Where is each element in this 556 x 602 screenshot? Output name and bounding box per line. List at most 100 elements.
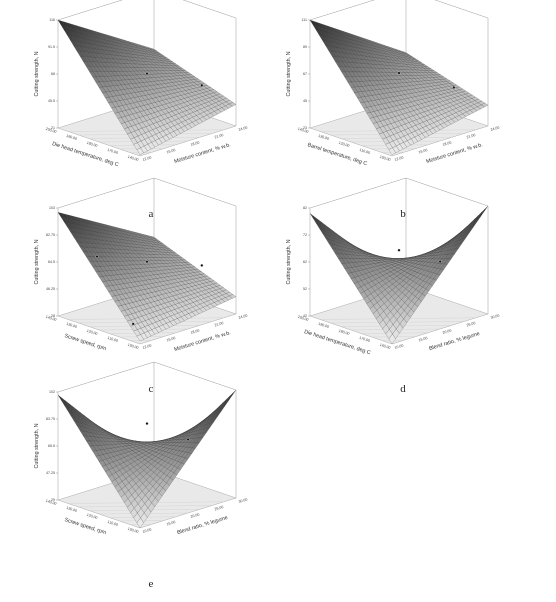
x-tick-label: 10.00 (394, 343, 404, 349)
top-right-edge (182, 0, 237, 19)
y-tick-label: 200.00 (297, 315, 309, 322)
y-tick-label: 180.00 (86, 141, 98, 148)
x-axis-title: Moisture content, % w.b. (174, 142, 232, 165)
design-point (145, 422, 149, 425)
y-tick-label: 140.00 (297, 127, 309, 134)
y-tick-label: 120.00 (338, 141, 350, 148)
z-tick-label: 91.5 (48, 45, 55, 49)
response-surface (57, 389, 237, 529)
design-point (145, 72, 149, 76)
y-tick-label: 130.00 (318, 134, 330, 141)
surface-plot-a: 21 45.5 68 91.5 116 12.00 15.00 18.00 21.00 24.00… (34, 0, 248, 168)
y-tick-label: 100.00 (127, 527, 139, 534)
z-tick-label: 28 (51, 314, 55, 318)
y-tick-label: 120.00 (86, 329, 98, 336)
y-axis-title: Screw speed, rpm (64, 517, 108, 536)
x-tick-label: 12.00 (142, 155, 152, 161)
surface-cell (136, 147, 144, 155)
z-tick-label: 82.75 (46, 233, 55, 237)
design-point (186, 438, 190, 441)
surface-cell (136, 517, 144, 529)
z-axis-title: Cutting strength, N (286, 239, 292, 284)
y-tick-label: 110.00 (107, 336, 118, 343)
z-tick-label: 52 (303, 287, 307, 291)
x-tick-label: 25.00 (466, 321, 476, 327)
x-tick-label: 10.00 (142, 527, 152, 533)
z-tick-label: 45 (303, 99, 307, 103)
response-surface (309, 205, 489, 345)
surface-plot-d: 42 52 62 72 82 10.00 15.00 20.00 25.00 30.00 160.0… (286, 177, 500, 356)
z-tick-label: 82 (303, 206, 307, 210)
y-tick-label: 200.00 (45, 127, 57, 134)
top-back-edge (309, 0, 375, 21)
x-tick-label: 18.00 (190, 140, 200, 146)
x-tick-label: 21.00 (214, 133, 224, 139)
design-point (95, 255, 99, 258)
x-tick-label: 12.00 (394, 155, 404, 161)
design-point (200, 263, 204, 267)
y-tick-label: 170.00 (107, 148, 119, 155)
z-tick-label: 29 (51, 498, 55, 502)
y-axis-title: Barrel temperature, deg C (307, 142, 368, 167)
x-tick-label: 21.00 (214, 321, 224, 327)
panel-label-c: c (148, 383, 154, 395)
z-tick-label: 102 (49, 390, 55, 394)
surface-plot-b: 23 45 67 89 111 12.00 15.00 18.00 21.00 24.00 100.… (286, 0, 500, 167)
z-tick-label: 64.5 (48, 260, 55, 264)
x-tick-label: 24.00 (238, 125, 248, 131)
z-tick-label: 42 (303, 314, 307, 318)
x-tick-label: 24.00 (238, 313, 248, 319)
design-point (397, 71, 401, 75)
surface-cell (388, 333, 396, 345)
y-tick-label: 190.00 (66, 134, 78, 141)
y-tick-label: 180.00 (338, 329, 350, 336)
x-tick-label: 25.00 (214, 505, 224, 511)
z-tick-label: 68 (51, 72, 55, 76)
design-point (145, 260, 149, 264)
design-point (438, 260, 442, 264)
top-right-edge (153, 177, 237, 207)
x-tick-label: 15.00 (166, 520, 176, 526)
x-tick-label: 15.00 (166, 336, 176, 342)
x-axis-title: Blend ratio, % legume (428, 331, 480, 352)
x-tick-label: 30.00 (238, 497, 248, 503)
response-surface (57, 212, 237, 342)
panel-label-b: b (400, 208, 406, 220)
x-tick-label: 15.00 (418, 148, 428, 154)
x-tick-label: 30.00 (490, 313, 500, 319)
z-tick-label: 46.25 (46, 287, 55, 291)
y-tick-label: 100.00 (379, 155, 391, 162)
x-tick-label: 18.00 (442, 140, 452, 146)
y-tick-label: 140.00 (45, 315, 57, 322)
y-tick-label: 130.00 (66, 322, 78, 329)
z-axis-title: Cutting strength, N (34, 239, 40, 284)
z-tick-label: 89 (303, 45, 307, 49)
x-tick-label: 24.00 (490, 125, 500, 131)
z-tick-label: 47.25 (46, 471, 55, 475)
x-tick-label: 18.00 (190, 328, 200, 334)
z-tick-label: 65.5 (48, 444, 55, 448)
design-point (200, 83, 204, 87)
chart-panel-b: 23 45 67 89 111 12.00 15.00 18.00 21.00 24.00 100.… (286, 0, 504, 228)
design-point (397, 248, 401, 252)
response-surface (309, 19, 489, 155)
y-tick-label: 130.00 (66, 506, 78, 513)
y-axis-title: Screw speed, rpm (64, 333, 108, 352)
y-tick-label: 100.00 (127, 343, 139, 350)
x-tick-label: 21.00 (466, 133, 476, 139)
z-tick-label: 67 (303, 72, 307, 76)
y-tick-label: 110.00 (359, 148, 370, 155)
z-tick-label: 72 (303, 233, 307, 237)
panel-label-d: d (400, 383, 406, 395)
response-surface (57, 19, 237, 155)
z-tick-label: 116 (49, 18, 55, 22)
chart-panel-c: 28 46.25 64.5 82.75 103 12.00 15.00 18.00 21.00 2… (34, 177, 252, 416)
chart-panel-d: 42 52 62 72 82 10.00 15.00 20.00 25.00 30.00 160.0… (286, 177, 504, 416)
top-back-edge (57, 177, 155, 209)
x-axis-title: Moisture content, % w.b. (174, 330, 232, 353)
top-back-edge (57, 361, 155, 393)
y-tick-label: 140.00 (45, 499, 57, 506)
design-point (131, 322, 135, 326)
x-tick-label: 12.00 (142, 343, 152, 349)
z-tick-label: 83.75 (46, 417, 55, 421)
